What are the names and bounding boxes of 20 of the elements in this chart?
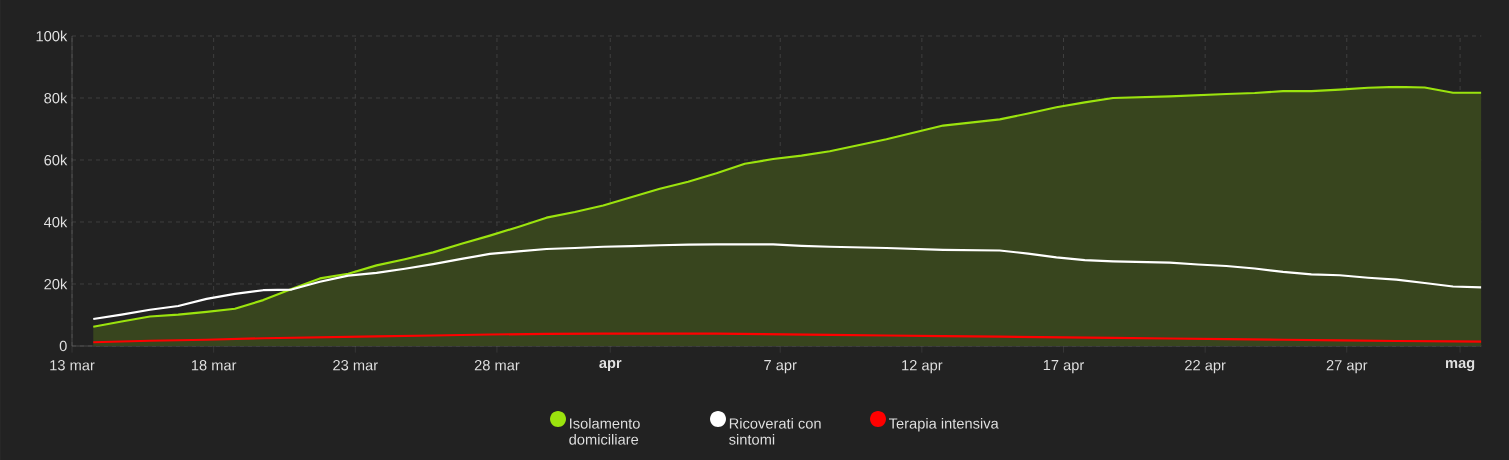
x-tick-label: 18 mar bbox=[191, 360, 237, 371]
x-tick-label: 23 mar bbox=[333, 360, 378, 371]
x-tick-label: 12 apr bbox=[902, 360, 943, 374]
x-tick-label: 7 apr bbox=[764, 360, 797, 374]
y-tick-label: 20k bbox=[44, 278, 68, 290]
x-tick-label: 27 apr bbox=[1326, 360, 1368, 374]
x-tick-label: mag bbox=[1445, 360, 1475, 372]
legend-label: Terapia intensiva bbox=[889, 417, 999, 432]
x-tick-label: 13 mar bbox=[50, 360, 95, 371]
x-tick-label: 17 apr bbox=[1043, 360, 1085, 374]
legend-label: Ricoverati con sintomi bbox=[729, 417, 821, 445]
y-tick-label: 0 bbox=[59, 340, 67, 352]
y-tick-label: 80k bbox=[44, 92, 68, 104]
y-tick-label: 100k bbox=[36, 30, 68, 42]
y-tick-label: 60k bbox=[44, 154, 68, 166]
y-tick-label: 40k bbox=[44, 216, 68, 228]
x-tick-label: apr bbox=[599, 360, 622, 371]
x-tick-label: 28 mar bbox=[474, 360, 520, 371]
legend-label: Isolamento domiciliare bbox=[569, 417, 640, 445]
x-tick-label: 22 apr bbox=[1185, 360, 1226, 374]
